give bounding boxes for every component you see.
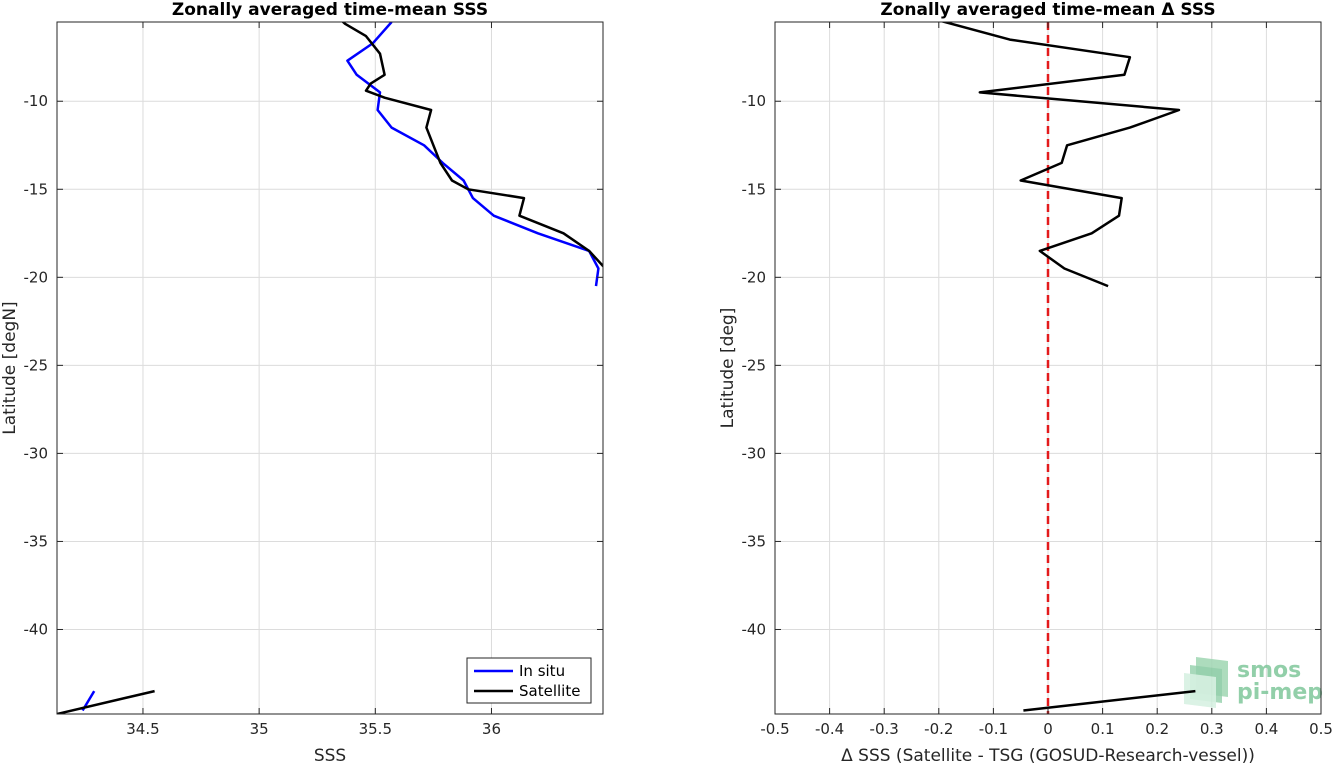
legend: In situ Satellite — [466, 657, 592, 704]
right-y-axis-label: Latitude [deg] — [718, 308, 738, 429]
left-satellite-series-line — [57, 689, 155, 714]
left-chart-title: Zonally averaged time-mean SSS — [172, 0, 488, 20]
smos-pi-mep-logo: smos pi-mep — [1184, 657, 1323, 708]
left-y-axis-label: Latitude [degN] — [0, 301, 20, 434]
left-chart-panel: 34.5 35 35.5 36 -10 -15 -20 -25 -30 -35 -40 Zonall… — [0, 0, 604, 765]
left-x-tick-label: 36 — [482, 720, 501, 738]
right-x-tick-label: -0.5 — [760, 720, 789, 738]
legend-label-in-situ: In situ — [519, 662, 565, 680]
left-y-tick-label: -35 — [24, 532, 49, 550]
right-x-tick-label: -0.4 — [815, 720, 844, 738]
logo-layer-front — [1184, 673, 1216, 708]
right-ticks: -0.5 -0.4 -0.3 -0.2 -0.1 0 0.1 0.2 0.3 0.4 0.5 -10 -… — [742, 22, 1333, 738]
right-x-axis-label: Δ SSS (Satellite - TSG (GOSUD-Research-v… — [841, 746, 1255, 765]
left-y-tick-label: -20 — [24, 268, 49, 286]
left-plot-area — [57, 22, 603, 714]
left-y-tick-label: -40 — [24, 620, 49, 638]
right-x-tick-label: 0.3 — [1200, 720, 1224, 738]
right-x-tick-label: -0.3 — [870, 720, 899, 738]
left-y-tick-label: -10 — [24, 92, 49, 110]
right-chart-panel: smos pi-mep -0.5 -0.4 -0.3 -0.2 -0.1 0 0.1 0.2 0… — [718, 0, 1333, 765]
logo-text-pi-mep: pi-mep — [1237, 680, 1323, 705]
legend-box — [466, 657, 592, 704]
right-y-tick-label: -35 — [742, 532, 767, 550]
right-series-layer — [939, 22, 1196, 712]
legend-label-satellite: Satellite — [519, 682, 580, 700]
left-satellite-series-line — [341, 22, 603, 268]
left-x-tick-label: 35 — [250, 720, 269, 738]
left-grid — [57, 22, 603, 714]
right-y-tick-label: -25 — [742, 356, 767, 374]
right-delta-sss-series-line — [939, 22, 1181, 288]
left-x-tick-label: 34.5 — [126, 720, 159, 738]
right-x-tick-label: 0.1 — [1091, 720, 1115, 738]
left-y-tick-label: -30 — [24, 444, 49, 462]
left-x-axis-label: SSS — [314, 746, 346, 765]
left-y-tick-label: -25 — [24, 356, 49, 374]
left-series-layer — [57, 22, 603, 714]
left-x-tick-label: 35.5 — [359, 720, 392, 738]
right-chart-title: Zonally averaged time-mean Δ SSS — [880, 0, 1215, 20]
left-ticks: 34.5 35 35.5 36 -10 -15 -20 -25 -30 -35 -40 — [24, 22, 603, 738]
left-in-situ-series-line — [346, 22, 600, 287]
right-x-tick-label: 0.2 — [1145, 720, 1169, 738]
right-x-tick-label: 0 — [1043, 720, 1053, 738]
left-axes-frame — [56, 21, 604, 715]
right-y-tick-label: -10 — [742, 92, 767, 110]
right-y-tick-label: -30 — [742, 444, 767, 462]
right-delta-sss-series-line — [1023, 689, 1196, 712]
logo-text-smos: smos — [1237, 658, 1301, 683]
right-x-tick-label: -0.2 — [924, 720, 953, 738]
right-y-tick-label: -15 — [742, 180, 767, 198]
right-y-tick-label: -40 — [742, 620, 767, 638]
right-y-tick-label: -20 — [742, 268, 767, 286]
left-y-tick-label: -15 — [24, 180, 49, 198]
right-x-tick-label: 0.5 — [1309, 720, 1333, 738]
right-x-tick-label: -0.1 — [979, 720, 1008, 738]
right-x-tick-label: 0.4 — [1254, 720, 1278, 738]
